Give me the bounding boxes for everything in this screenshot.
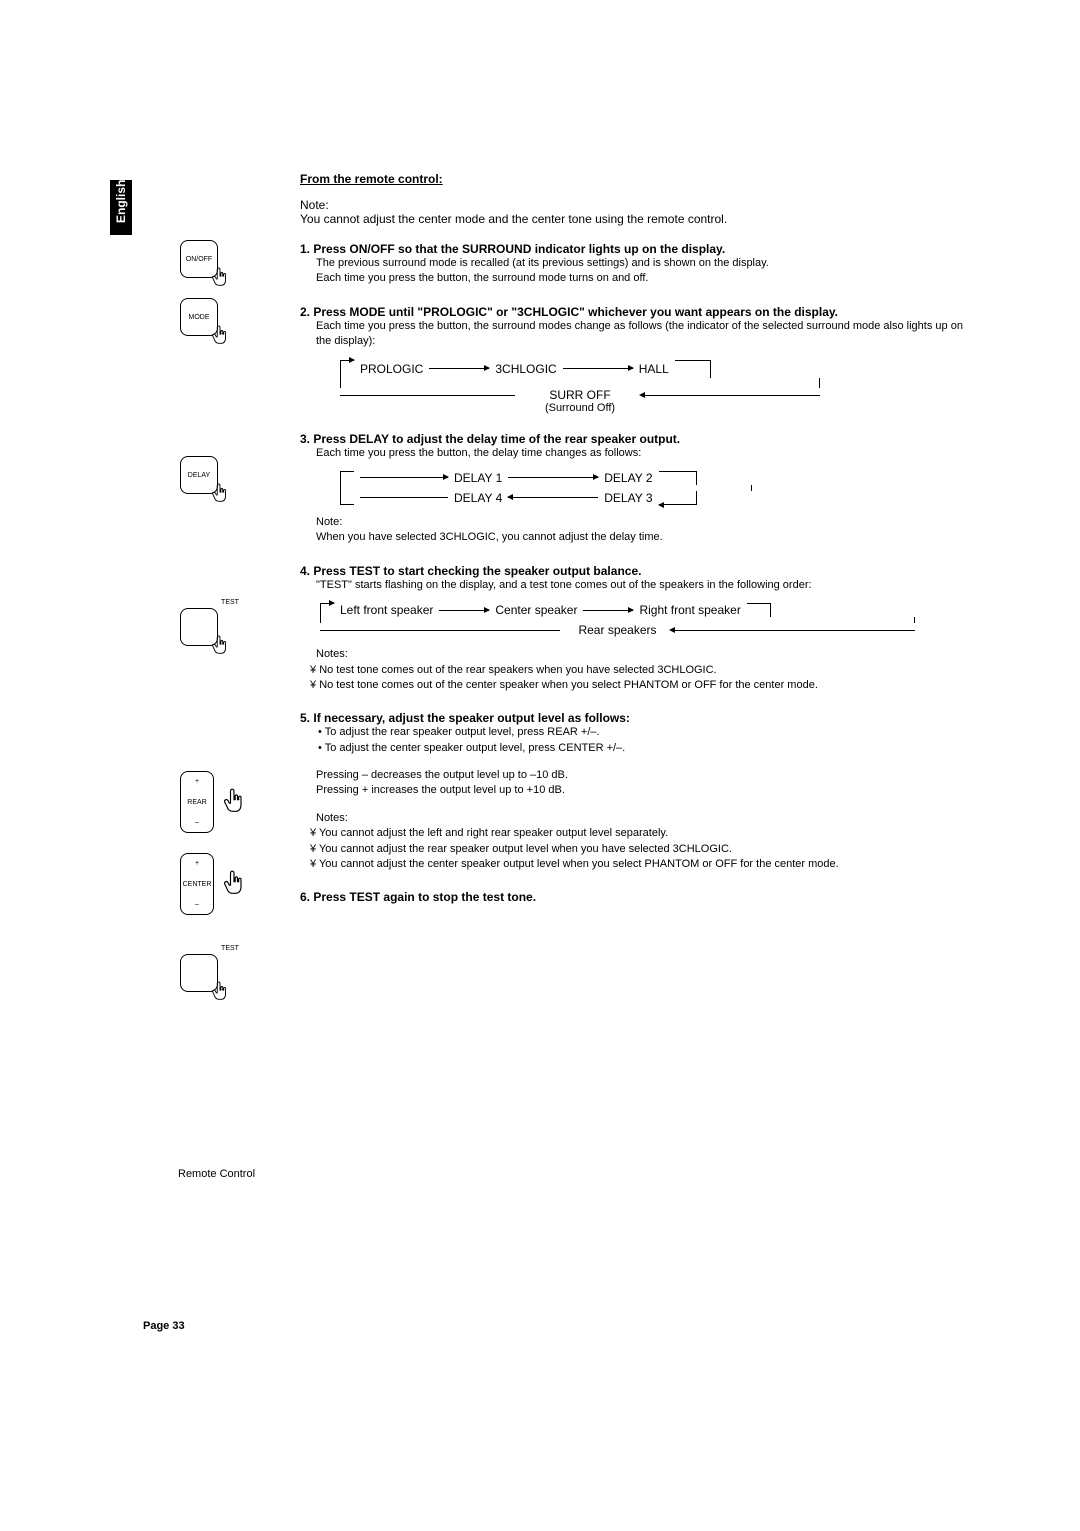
hand-icon: [209, 981, 231, 1003]
section-heading: From the remote control:: [300, 172, 980, 186]
hand-icon: [209, 483, 231, 505]
step-line: Each time you press the button, the surr…: [300, 271, 980, 286]
step-num: 2.: [300, 305, 310, 319]
button-label: TEST: [180, 599, 280, 606]
step-line: Pressing + increases the output level up…: [300, 783, 980, 798]
plus-label: +: [195, 860, 199, 867]
button-label: TEST: [180, 945, 280, 952]
step-4: 4. Press TEST to start checking the spea…: [300, 564, 980, 694]
onoff-button-icon: ON/OFF: [180, 240, 280, 278]
step-title: Press MODE until "PROLOGIC" or "3CHLOGIC…: [313, 305, 838, 319]
flow-node: PROLOGIC: [360, 362, 423, 376]
center-rocker-icon: + CENTER –: [180, 853, 280, 915]
remote-caption: Remote Control: [178, 1168, 255, 1180]
step-title: Press DELAY to adjust the delay time of …: [313, 432, 680, 446]
step-2: 2. Press MODE until "PROLOGIC" or "3CHLO…: [300, 305, 980, 414]
note-bullet: ¥ You cannot adjust the left and right r…: [300, 826, 980, 841]
content-column: From the remote control: Note: You canno…: [300, 172, 980, 922]
step-num: 3.: [300, 432, 310, 446]
step-1: 1. Press ON/OFF so that the SURROUND ind…: [300, 242, 980, 287]
note-label: Note:: [300, 198, 980, 212]
flow-node: 3CHLOGIC: [495, 362, 556, 376]
hand-icon: [220, 788, 248, 816]
flow-test-order: Left front speaker Center speaker Right …: [320, 603, 920, 637]
minus-label: –: [195, 901, 199, 908]
step-num: 6.: [300, 890, 310, 904]
step-6: 6. Press TEST again to stop the test ton…: [300, 890, 980, 904]
step-title: If necessary, adjust the speaker output …: [313, 711, 630, 725]
rear-rocker-icon: + REAR –: [180, 771, 280, 833]
flow-node: DELAY 3: [604, 491, 652, 505]
button-label: CENTER: [183, 881, 212, 888]
note-bullet: ¥ No test tone comes out of the center s…: [300, 678, 980, 693]
mode-button-icon: MODE: [180, 298, 280, 336]
step-line: The previous surround mode is recalled (…: [300, 256, 980, 271]
flow-paren: (Surround Off): [340, 402, 820, 414]
hand-icon: [209, 325, 231, 347]
flow-node: Right front speaker: [639, 603, 740, 617]
flow-node: DELAY 4: [454, 491, 502, 505]
notes-label: Notes:: [300, 647, 980, 662]
hand-icon: [209, 267, 231, 289]
button-label: ON/OFF: [186, 256, 212, 263]
flow-node: SURR OFF: [549, 388, 610, 402]
step-line: Pressing – decreases the output level up…: [300, 768, 980, 783]
minus-label: –: [195, 819, 199, 826]
button-label: DELAY: [188, 472, 210, 479]
icon-column: ON/OFF MODE DELAY TEST + REAR –: [180, 240, 280, 1012]
flow-delay-modes: DELAY 1 DELAY 2 DELAY 4 DELAY 3: [340, 471, 760, 505]
button-label: MODE: [189, 314, 210, 321]
language-tab: English: [110, 180, 132, 235]
flow-node: Center speaker: [495, 603, 577, 617]
flow-node: Left front speaker: [340, 603, 433, 617]
flow-node: DELAY 2: [604, 471, 652, 485]
step-title: Press TEST to start checking the speaker…: [313, 564, 641, 578]
note-label: Note:: [300, 515, 980, 530]
button-label: REAR: [187, 799, 206, 806]
test-button-icon: TEST: [180, 599, 280, 646]
step-num: 1.: [300, 242, 310, 256]
flow-node: HALL: [639, 362, 669, 376]
note-text: You cannot adjust the center mode and th…: [300, 212, 980, 226]
note-bullet: ¥ You cannot adjust the center speaker o…: [300, 857, 980, 872]
step-5: 5. If necessary, adjust the speaker outp…: [300, 711, 980, 872]
flow-surround-modes: PROLOGIC 3CHLOGIC HALL SURR OFF (Surroun…: [340, 360, 840, 414]
step-line: "TEST" starts flashing on the display, a…: [300, 578, 980, 593]
sub-bullet: • To adjust the center speaker output le…: [300, 741, 980, 756]
note-text: When you have selected 3CHLOGIC, you can…: [300, 530, 980, 545]
step-title: Press ON/OFF so that the SURROUND indica…: [313, 242, 725, 256]
hand-icon: [220, 870, 248, 898]
hand-icon: [209, 635, 231, 657]
step-line: Each time you press the button, the dela…: [300, 446, 980, 461]
plus-label: +: [195, 778, 199, 785]
step-title: Press TEST again to stop the test tone.: [313, 890, 536, 904]
step-3: 3. Press DELAY to adjust the delay time …: [300, 432, 980, 546]
delay-button-icon: DELAY: [180, 456, 280, 494]
sub-bullet: • To adjust the rear speaker output leve…: [300, 725, 980, 740]
step-line: Each time you press the button, the surr…: [300, 319, 980, 350]
test-button-icon: TEST: [180, 945, 280, 992]
notes-label: Notes:: [300, 811, 980, 826]
page-number: Page 33: [143, 1320, 185, 1332]
step-num: 5.: [300, 711, 310, 725]
note-bullet: ¥ You cannot adjust the rear speaker out…: [300, 842, 980, 857]
flow-node: DELAY 1: [454, 471, 502, 485]
flow-node: Rear speakers: [578, 623, 656, 637]
note-bullet: ¥ No test tone comes out of the rear spe…: [300, 663, 980, 678]
step-num: 4.: [300, 564, 310, 578]
